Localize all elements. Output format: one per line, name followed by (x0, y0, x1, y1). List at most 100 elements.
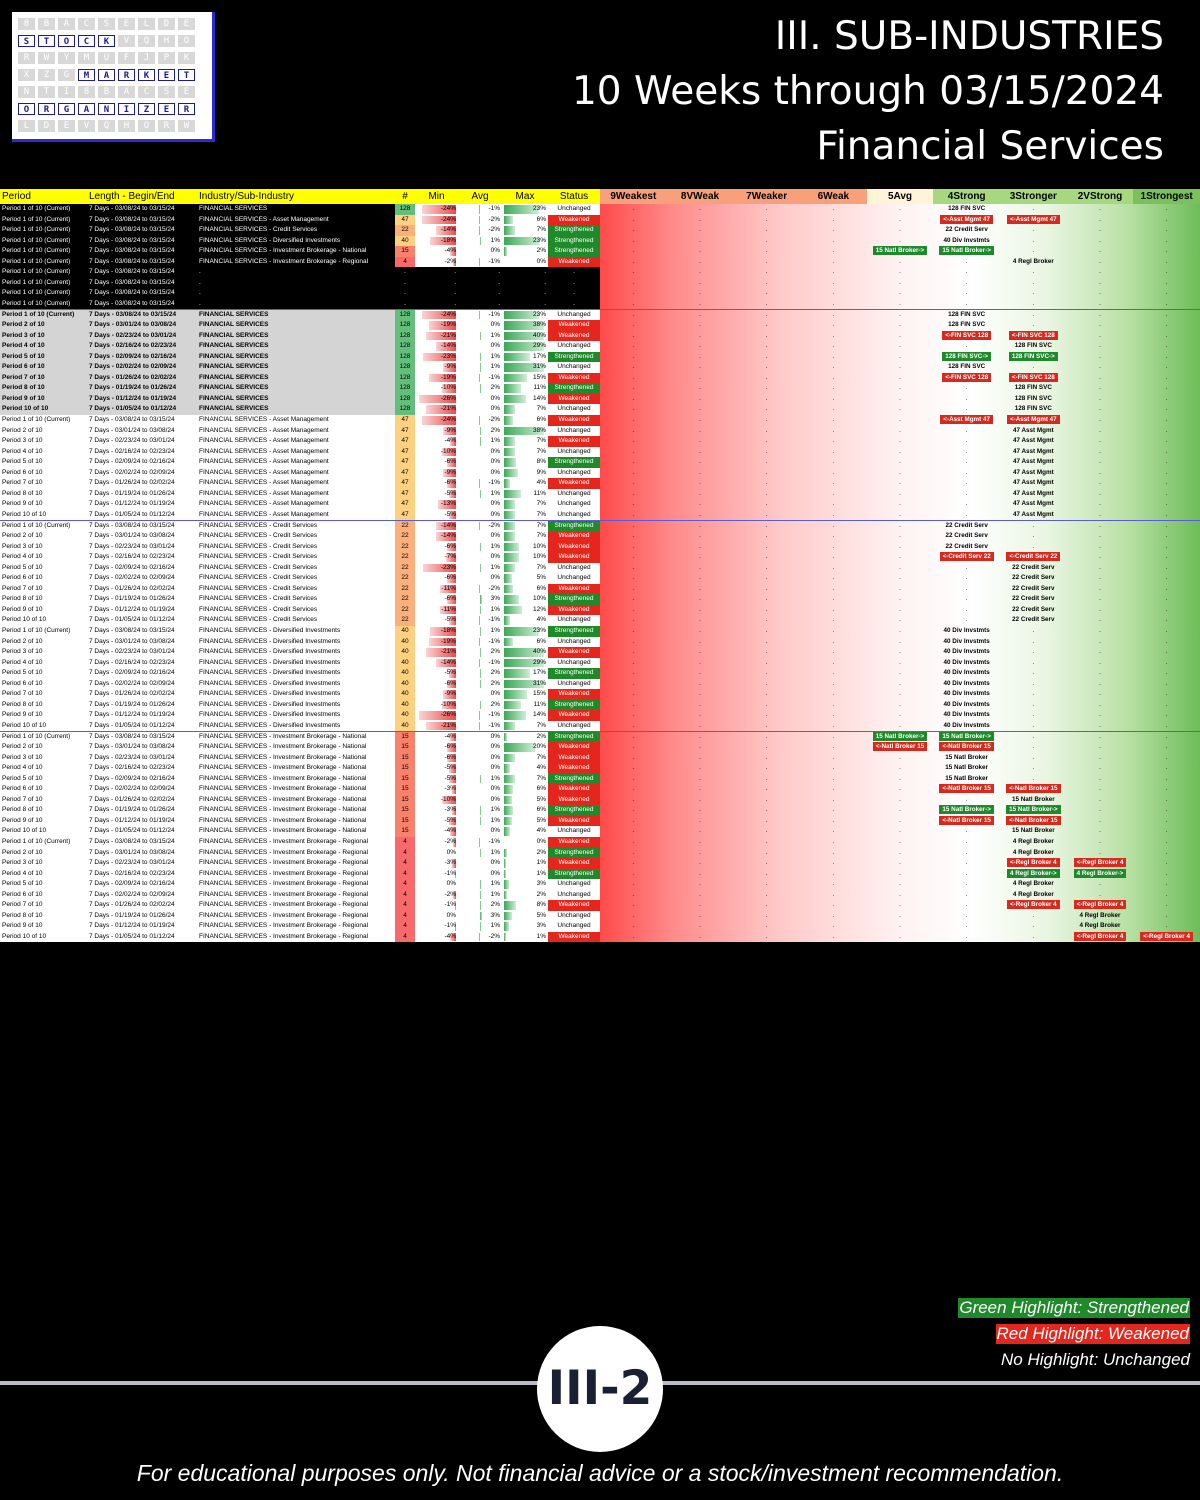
cell-avg-value: -2% (488, 416, 500, 423)
band-cell: . (800, 921, 867, 932)
cell-avg-value: 1% (490, 627, 500, 634)
cell-length: 7 Days - 01/05/24 to 01/12/24 (89, 827, 175, 835)
band-cell: . (733, 457, 800, 468)
band-cell: . (867, 267, 934, 278)
band-cell: . (1133, 499, 1200, 510)
band-cell: . (800, 267, 867, 278)
rank-label: 128 FIN SVC (1014, 342, 1052, 350)
cell-min-value: -11% (441, 605, 456, 613)
band-cell: <-Asst Mgmt 47 (1000, 415, 1067, 426)
col-period-header: Period (0, 189, 87, 204)
empty-marker: . (899, 437, 901, 445)
cell-avg-value: 1% (490, 880, 500, 888)
empty-marker: . (632, 627, 635, 634)
row-label-bg (0, 710, 395, 721)
cell-min-value: -5% (444, 774, 456, 782)
cell-max: 7% (502, 499, 548, 510)
band-cell: . (933, 869, 1000, 880)
empty-marker: . (832, 289, 835, 297)
rank-label: 40 Div Invstmts (943, 679, 990, 687)
empty-marker: . (1165, 489, 1168, 497)
data-bar (448, 510, 456, 520)
cell-length: 7 Days - 01/26/24 to 02/02/24 (89, 479, 175, 487)
band-cell: . (1133, 805, 1200, 816)
band-cell: . (667, 753, 734, 764)
cell-min-value: -21% (440, 405, 456, 413)
logo-tile: S (98, 18, 115, 30)
table-row: Period 1 of 10 (Current) 7 Days - 03/08/2… (0, 256, 1200, 268)
data-bar (504, 310, 540, 319)
cell-max-value: . (544, 278, 546, 286)
data-bar (480, 911, 483, 921)
row-label-bg (0, 879, 395, 890)
band-cell: . (667, 784, 734, 795)
empty-marker: . (699, 743, 701, 751)
empty-marker: . (1165, 605, 1168, 613)
empty-marker: . (1099, 700, 1101, 708)
cell-avg: 0% (458, 341, 502, 352)
cell-min-value: -6% (444, 743, 456, 751)
band-cell: . (1133, 615, 1200, 626)
cell-industry: FINANCIAL SERVICES - Credit Services (199, 521, 318, 529)
band-cell: . (867, 552, 934, 563)
empty-marker: . (1032, 289, 1035, 297)
logo-tile: R (158, 120, 175, 132)
cell-period: Period 3 of 10 (2, 648, 43, 656)
band-cell: . (800, 468, 867, 479)
cell-industry: FINANCIAL SERVICES - Credit Services (199, 226, 318, 234)
cell-max-value: 10% (532, 595, 546, 603)
empty-marker: . (699, 215, 701, 223)
cell-industry: FINANCIAL SERVICES - Investment Brokerag… (199, 257, 369, 265)
cell-length: 7 Days - 02/16/24 to 02/23/24 (89, 342, 177, 350)
table-row: Period 1 of 10 (Current) 7 Days - 03/08/2… (0, 837, 1200, 848)
logo-letter: E (158, 103, 175, 115)
empty-marker: . (965, 911, 968, 919)
empty-marker: . (832, 574, 835, 582)
band-cell: . (800, 816, 867, 827)
band-cell: . (1000, 911, 1067, 922)
cell-count: 4 (395, 879, 415, 890)
empty-marker: . (899, 373, 901, 381)
empty-marker: . (1165, 774, 1168, 782)
band-cell: . (1000, 742, 1067, 753)
band-cell: . (1133, 594, 1200, 605)
cell-max: . (502, 277, 548, 289)
empty-marker: . (832, 827, 835, 835)
band-cell: . (800, 341, 867, 352)
cell-count: 15 (395, 826, 415, 837)
empty-marker: . (1032, 669, 1035, 677)
cell-min: -21% (415, 720, 458, 732)
cell-max-value: 5% (536, 911, 546, 919)
empty-marker: . (699, 468, 701, 476)
table-row: Period 1 of 10 (Current) 7 Days - 03/08/2… (0, 298, 1200, 310)
cell-max-value: 5% (536, 574, 546, 582)
band-cell: . (867, 647, 934, 658)
cell-min: -6% (415, 742, 458, 753)
cell-max: 23% (502, 204, 548, 215)
band-cell: . (600, 383, 667, 394)
empty-marker: . (765, 363, 768, 371)
band-cell: . (1133, 732, 1200, 743)
cell-min-value: -4% (444, 247, 456, 255)
empty-marker: . (965, 584, 968, 592)
cell-count: 47 (395, 457, 415, 468)
band-cell: 40 Div Invstmts (933, 700, 1000, 711)
empty-marker: . (765, 215, 768, 223)
empty-marker: . (1165, 721, 1168, 729)
logo-tile: D (38, 120, 55, 132)
data-bar (447, 458, 456, 467)
cell-min-value: -9% (444, 468, 456, 476)
band-cell: . (933, 468, 1000, 479)
empty-marker: . (965, 468, 968, 476)
cell-count: . (395, 277, 415, 289)
band-cell: . (1067, 531, 1134, 542)
empty-marker: . (632, 310, 635, 318)
data-bar (451, 859, 456, 868)
cell-length: 7 Days - 03/08/24 to 03/15/24 (89, 268, 175, 276)
empty-marker: . (632, 890, 635, 898)
cell-length: 7 Days - 01/05/24 to 01/12/24 (89, 721, 175, 729)
band-cell: . (800, 900, 867, 911)
band-cell: 47 Asst Mgmt (1000, 457, 1067, 468)
band-cell: . (667, 626, 734, 637)
band-background (600, 626, 1200, 637)
